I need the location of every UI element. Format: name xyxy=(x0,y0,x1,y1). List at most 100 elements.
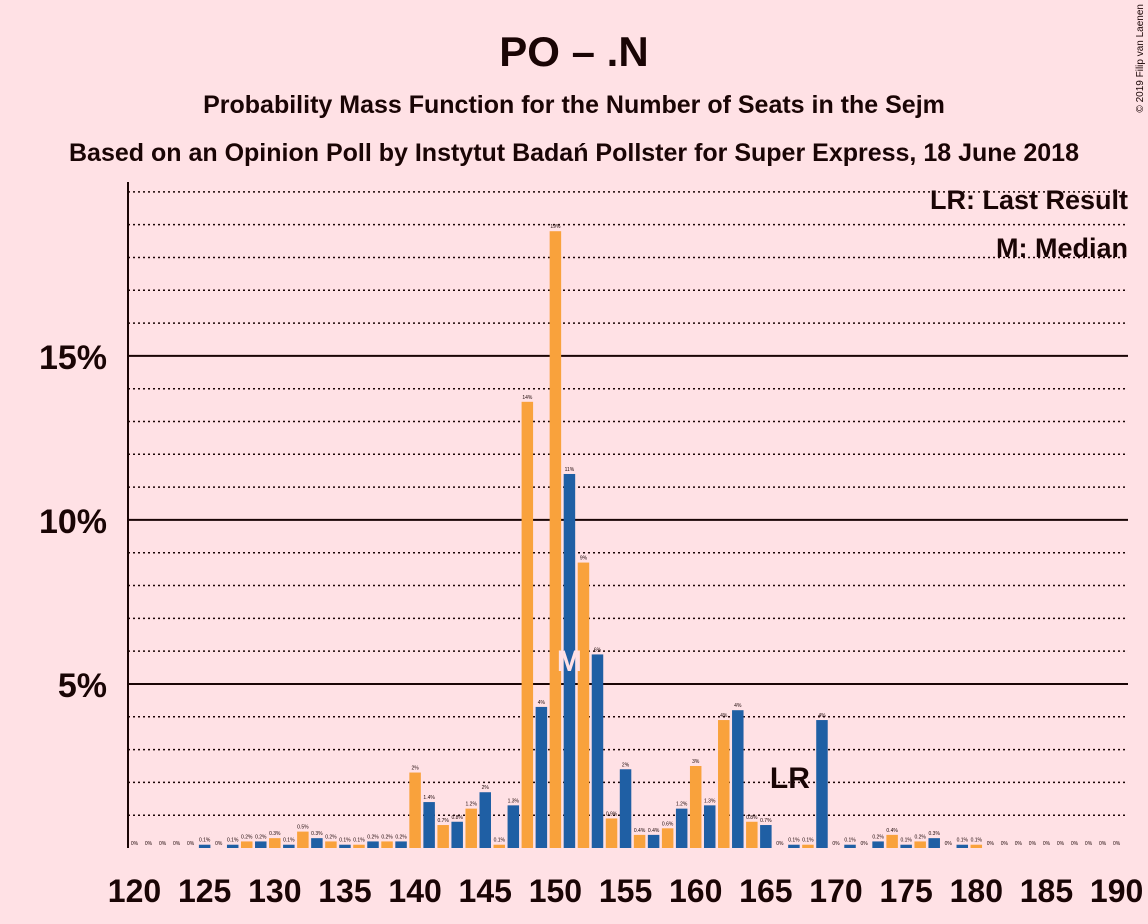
bar-175 xyxy=(900,844,912,848)
bar-128 xyxy=(240,841,253,848)
chart-subtitle: Probability Mass Function for the Number… xyxy=(203,91,945,119)
data-label-177: 0.3% xyxy=(929,831,941,837)
data-label-165: 0.7% xyxy=(760,818,772,824)
bar-144 xyxy=(465,808,477,848)
data-label-148: 14% xyxy=(522,395,533,401)
bar-141 xyxy=(423,802,435,848)
data-label-146: 0.1% xyxy=(494,838,506,844)
bar-146 xyxy=(493,844,506,848)
data-label-175: 0.1% xyxy=(900,838,912,844)
bar-152 xyxy=(577,562,590,848)
data-label-184: 0% xyxy=(1029,841,1037,847)
data-label-152: 9% xyxy=(580,556,588,562)
bar-167 xyxy=(788,844,800,848)
x-tick-label: 120 xyxy=(108,873,161,909)
chart-title: PO – .N xyxy=(499,28,648,75)
bar-149 xyxy=(535,706,548,848)
x-tick-label: 135 xyxy=(318,873,371,909)
data-label-181: 0% xyxy=(987,841,995,847)
x-tick-label: 145 xyxy=(459,873,512,909)
data-label-154: 0.9% xyxy=(606,811,618,817)
bars xyxy=(198,231,983,849)
bar-127 xyxy=(226,844,239,848)
bar-157 xyxy=(647,834,660,848)
bar-177 xyxy=(928,838,940,848)
bar-133 xyxy=(311,838,323,848)
data-label-176: 0.2% xyxy=(914,834,926,840)
x-tick-label: 180 xyxy=(950,873,1003,909)
data-label-124: 0% xyxy=(187,841,195,847)
data-label-137: 0.2% xyxy=(367,834,379,840)
x-tick-label: 185 xyxy=(1020,873,1073,909)
data-label-131: 0.1% xyxy=(283,838,295,844)
bar-154 xyxy=(605,818,618,848)
copyright-text: © 2019 Filip van Laenen xyxy=(1135,4,1146,113)
data-label-138: 0.2% xyxy=(381,834,393,840)
markers: M LR xyxy=(557,645,810,795)
bar-160 xyxy=(689,765,702,848)
data-label-179: 0.1% xyxy=(957,838,969,844)
bar-162 xyxy=(718,720,730,848)
data-label-135: 0.1% xyxy=(339,838,351,844)
x-tick-label: 175 xyxy=(879,873,932,909)
x-tick-label: 160 xyxy=(669,873,722,909)
bar-180 xyxy=(970,844,983,848)
data-label-123: 0% xyxy=(173,841,181,847)
bar-169 xyxy=(816,720,828,848)
data-label-163: 4% xyxy=(734,703,742,709)
x-tick-label: 155 xyxy=(599,873,652,909)
bar-130 xyxy=(269,838,281,848)
data-label-139: 0.2% xyxy=(395,834,407,840)
bar-140 xyxy=(409,772,421,848)
data-label-160: 3% xyxy=(692,759,700,765)
bar-136 xyxy=(353,844,365,848)
bar-139 xyxy=(395,841,407,848)
data-label-164: 0.8% xyxy=(746,815,758,821)
bar-176 xyxy=(914,841,926,848)
bar-174 xyxy=(886,834,898,848)
bar-164 xyxy=(746,821,758,848)
data-label-173: 0.2% xyxy=(872,834,884,840)
data-label-170: 0% xyxy=(832,841,840,847)
bar-129 xyxy=(255,841,267,848)
data-label-143: 0.8% xyxy=(451,815,463,821)
bar-147 xyxy=(507,805,520,848)
data-label-155: 2% xyxy=(622,762,630,768)
median-marker: M xyxy=(557,645,582,678)
data-label-156: 0.4% xyxy=(634,828,646,834)
bar-132 xyxy=(297,831,309,848)
bar-156 xyxy=(633,834,646,848)
data-label-158: 0.6% xyxy=(662,821,674,827)
data-label-166: 0% xyxy=(776,841,784,847)
bar-161 xyxy=(703,805,716,848)
data-label-136: 0.1% xyxy=(353,838,365,844)
data-label-142: 0.7% xyxy=(437,818,449,824)
x-axis-ticks: 120 125 130 135 140 145 150 155 160 165 170 175 180 1… xyxy=(108,873,1143,909)
y-tick-label: 5% xyxy=(58,667,107,705)
data-label-121: 0% xyxy=(145,841,153,847)
bar-142 xyxy=(437,825,449,848)
data-label-128: 0.2% xyxy=(241,834,253,840)
x-tick-label: 140 xyxy=(388,873,441,909)
data-label-174: 0.4% xyxy=(886,828,898,834)
data-label-125: 0.1% xyxy=(199,838,211,844)
bar-150 xyxy=(549,231,562,849)
legend-last-result: LR: Last Result xyxy=(930,185,1128,215)
data-label-147: 1.3% xyxy=(508,798,520,804)
data-label-187: 0% xyxy=(1071,841,1079,847)
data-label-189: 0% xyxy=(1099,841,1107,847)
data-label-185: 0% xyxy=(1043,841,1051,847)
x-tick-label: 165 xyxy=(739,873,792,909)
data-label-126: 0% xyxy=(215,841,223,847)
y-tick-label: 10% xyxy=(39,503,107,541)
bar-145 xyxy=(479,792,491,848)
chart-subtitle-poll: Based on an Opinion Poll by Instytut Bad… xyxy=(69,139,1079,167)
bar-143 xyxy=(451,821,463,848)
data-label-150: 19% xyxy=(550,224,561,230)
data-label-168: 0.1% xyxy=(802,838,814,844)
data-label-127: 0.1% xyxy=(227,838,239,844)
bar-125 xyxy=(198,844,211,848)
data-label-180: 0.1% xyxy=(971,838,983,844)
x-tick-label: 125 xyxy=(178,873,231,909)
